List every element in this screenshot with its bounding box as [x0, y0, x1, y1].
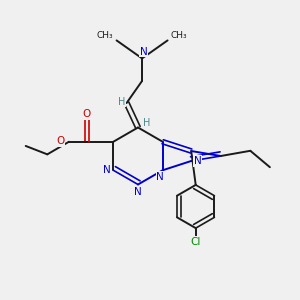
Text: CH₃: CH₃	[97, 32, 114, 40]
Text: N: N	[103, 165, 111, 175]
Text: N: N	[194, 156, 202, 166]
Text: N: N	[140, 47, 148, 57]
Text: H: H	[118, 97, 125, 106]
Text: N: N	[156, 172, 164, 182]
Text: Cl: Cl	[190, 237, 201, 247]
Text: O: O	[83, 109, 91, 119]
Text: CH₃: CH₃	[171, 32, 187, 40]
Text: O: O	[56, 136, 65, 146]
Text: N: N	[134, 187, 142, 197]
Text: H: H	[143, 118, 150, 128]
